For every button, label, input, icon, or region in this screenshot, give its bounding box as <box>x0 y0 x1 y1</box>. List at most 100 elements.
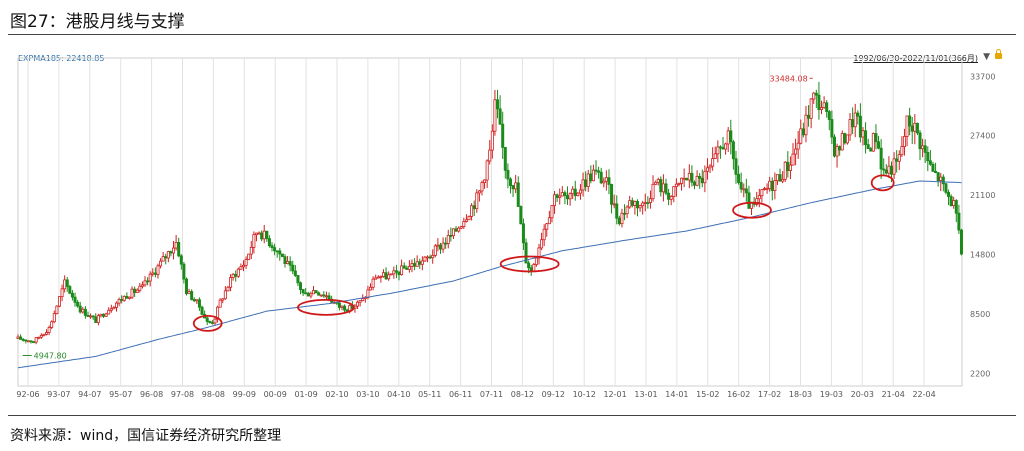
candle-up <box>488 149 492 162</box>
candle-down <box>402 265 406 269</box>
candle-down <box>954 200 958 214</box>
candle-down <box>524 242 528 264</box>
x-tick-label: 05-11 <box>418 390 441 399</box>
candle-down <box>413 263 417 267</box>
candle-up <box>493 99 497 132</box>
candle-up <box>550 205 554 219</box>
candle-down <box>739 182 743 190</box>
candle-up <box>514 182 518 190</box>
candle-down <box>177 242 181 257</box>
candle-up <box>726 130 730 145</box>
candle-down <box>623 212 627 215</box>
candle-down <box>21 338 25 341</box>
candle-up <box>213 318 217 324</box>
candle-up <box>122 295 126 301</box>
candle-up <box>532 264 536 272</box>
candle-down <box>260 232 264 240</box>
candle-down <box>737 173 741 183</box>
lock-icon[interactable] <box>995 49 1002 59</box>
candle-up <box>783 161 787 180</box>
candle-up <box>708 165 712 169</box>
candle-up <box>112 307 116 310</box>
candle-up <box>661 183 665 193</box>
candle-up <box>462 221 466 228</box>
support-circle <box>732 201 772 219</box>
candle-down <box>516 182 520 207</box>
candle-up <box>254 232 258 236</box>
candle-down <box>472 205 476 210</box>
candle-up <box>656 179 660 183</box>
candle-up <box>257 232 261 235</box>
candle-up <box>226 286 230 292</box>
candle-down <box>866 144 870 150</box>
candle-down <box>926 151 930 162</box>
x-tick-label: 98-08 <box>202 390 225 399</box>
candle-down <box>102 313 106 317</box>
candle-down <box>190 291 194 300</box>
candle-up <box>537 247 541 259</box>
candle-up <box>433 245 437 256</box>
candle-up <box>247 253 251 260</box>
candle-up <box>340 305 344 308</box>
candle-down <box>693 181 697 186</box>
candle-up <box>369 286 373 291</box>
candle-down <box>192 299 196 302</box>
x-tick-label: 18-03 <box>789 390 812 399</box>
candle-up <box>687 172 691 181</box>
candle-down <box>32 341 36 344</box>
candle-up <box>262 230 266 240</box>
candle-up <box>99 313 103 317</box>
candle-up <box>117 299 121 304</box>
candle-up <box>794 148 798 155</box>
dropdown-triangle-icon[interactable]: ▼ <box>983 52 990 62</box>
x-tick-label: 02-10 <box>325 390 348 399</box>
candle-down <box>265 230 269 240</box>
candle-down <box>519 206 523 225</box>
candle-down <box>864 130 868 145</box>
candle-up <box>130 288 134 298</box>
candle-up <box>812 92 816 100</box>
source-note: 资料来源：wind，国信证券经济研究所整理 <box>10 428 282 444</box>
ema-layer <box>17 180 962 369</box>
candle-down <box>685 177 689 181</box>
candle-up <box>172 247 176 254</box>
support-circle <box>499 255 560 273</box>
candle-down <box>931 163 935 172</box>
candle-up <box>441 242 445 250</box>
candle-up <box>381 272 385 277</box>
candle-down <box>729 130 733 143</box>
candle-up <box>138 285 142 291</box>
candle-down <box>944 183 948 193</box>
candle-up <box>625 206 629 215</box>
candle-up <box>229 277 233 288</box>
candle-down <box>957 212 961 231</box>
candle-up <box>628 200 632 208</box>
candle-up <box>591 169 595 182</box>
candle-down <box>506 169 510 180</box>
candle-down <box>734 158 738 175</box>
candle-down <box>814 92 818 96</box>
candle-up <box>703 170 707 184</box>
candle-down <box>301 289 305 294</box>
annotations-layer: 33484.08 4947.80 <box>22 74 813 360</box>
candle-up <box>311 290 315 295</box>
candle-up <box>195 299 199 302</box>
candle-up <box>379 276 383 278</box>
candle-up <box>804 114 808 136</box>
candle-up <box>716 146 720 155</box>
candle-down <box>817 94 821 111</box>
candle-down <box>280 253 284 258</box>
candle-up <box>252 234 256 248</box>
candle-down <box>770 180 774 191</box>
candle-up <box>638 205 642 209</box>
candle-up <box>52 313 56 323</box>
candle-down <box>322 294 326 297</box>
candle-up <box>674 183 678 188</box>
candle-down <box>133 288 137 293</box>
candle-up <box>464 219 468 222</box>
high-annotation: 33484.08 <box>770 74 808 83</box>
candle-up <box>151 272 155 275</box>
candle-up <box>81 308 85 313</box>
x-tick-label: 20-03 <box>851 390 874 399</box>
candle-up <box>400 265 404 276</box>
